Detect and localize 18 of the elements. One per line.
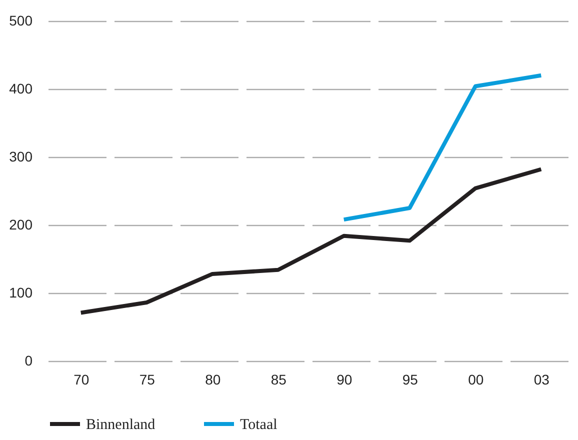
line-series (342, 73, 544, 222)
x-tick-label: 00 (468, 372, 484, 388)
line-series (78, 167, 544, 315)
y-tick-label: 500 (9, 12, 33, 28)
x-tick-label: 80 (205, 372, 221, 388)
y-tick-label: 0 (24, 352, 33, 368)
y-tick-label: 100 (9, 284, 33, 300)
x-tick-label: 75 (139, 372, 156, 388)
x-tick-label: 95 (402, 372, 418, 388)
x-tick-label: 70 (74, 372, 90, 388)
y-tick-label: 200 (9, 216, 33, 232)
y-tick-label: 400 (9, 80, 33, 96)
legend-label: Binnenland (86, 417, 156, 433)
x-tick-label: 03 (534, 372, 550, 388)
y-tick-label: 300 (9, 148, 33, 164)
x-tick-label: 90 (336, 372, 352, 388)
legend-label: Totaal (240, 417, 278, 433)
x-tick-label: 85 (270, 372, 287, 388)
